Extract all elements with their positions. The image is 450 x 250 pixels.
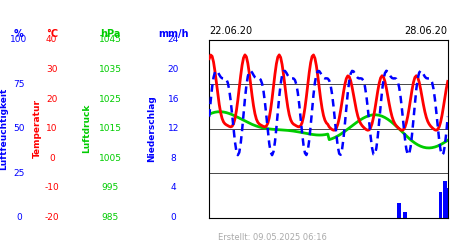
Text: 1025: 1025 bbox=[99, 95, 122, 104]
Text: Temperatur: Temperatur bbox=[32, 99, 41, 158]
Text: 4: 4 bbox=[171, 184, 176, 192]
Text: mm/h: mm/h bbox=[158, 29, 189, 39]
Text: 1005: 1005 bbox=[99, 154, 122, 163]
Text: -10: -10 bbox=[45, 184, 59, 192]
Text: Erstellt: 09.05.2025 06:16: Erstellt: 09.05.2025 06:16 bbox=[218, 234, 327, 242]
Text: 20: 20 bbox=[167, 65, 179, 74]
Text: hPa: hPa bbox=[100, 29, 121, 39]
Text: 985: 985 bbox=[102, 213, 119, 222]
Text: 12: 12 bbox=[167, 124, 179, 133]
Text: 8: 8 bbox=[171, 154, 176, 163]
Text: 22.06.20: 22.06.20 bbox=[209, 26, 252, 36]
Text: 40: 40 bbox=[46, 36, 58, 44]
Bar bbox=[443, 180, 447, 218]
Bar bbox=[397, 203, 401, 218]
Text: 10: 10 bbox=[46, 124, 58, 133]
Text: 1035: 1035 bbox=[99, 65, 122, 74]
Text: °C: °C bbox=[46, 29, 58, 39]
Bar bbox=[403, 212, 407, 218]
Text: 0: 0 bbox=[171, 213, 176, 222]
Text: 995: 995 bbox=[102, 184, 119, 192]
Text: -20: -20 bbox=[45, 213, 59, 222]
Bar bbox=[446, 188, 450, 218]
Text: Niederschlag: Niederschlag bbox=[148, 95, 157, 162]
Text: 75: 75 bbox=[13, 80, 25, 89]
Text: Luftdruck: Luftdruck bbox=[82, 104, 91, 154]
Text: 25: 25 bbox=[13, 168, 25, 177]
Bar bbox=[439, 192, 442, 218]
Text: 1015: 1015 bbox=[99, 124, 122, 133]
Text: %: % bbox=[14, 29, 24, 39]
Text: 0: 0 bbox=[16, 213, 22, 222]
Text: 28.06.20: 28.06.20 bbox=[405, 26, 448, 36]
Text: Luftfeuchtigkeit: Luftfeuchtigkeit bbox=[0, 88, 8, 170]
Text: 0: 0 bbox=[49, 154, 54, 163]
Text: 16: 16 bbox=[167, 95, 179, 104]
Text: 30: 30 bbox=[46, 65, 58, 74]
Text: 50: 50 bbox=[13, 124, 25, 133]
Text: 24: 24 bbox=[167, 36, 179, 44]
Text: 1045: 1045 bbox=[99, 36, 122, 44]
Text: 100: 100 bbox=[10, 36, 27, 44]
Text: 20: 20 bbox=[46, 95, 58, 104]
